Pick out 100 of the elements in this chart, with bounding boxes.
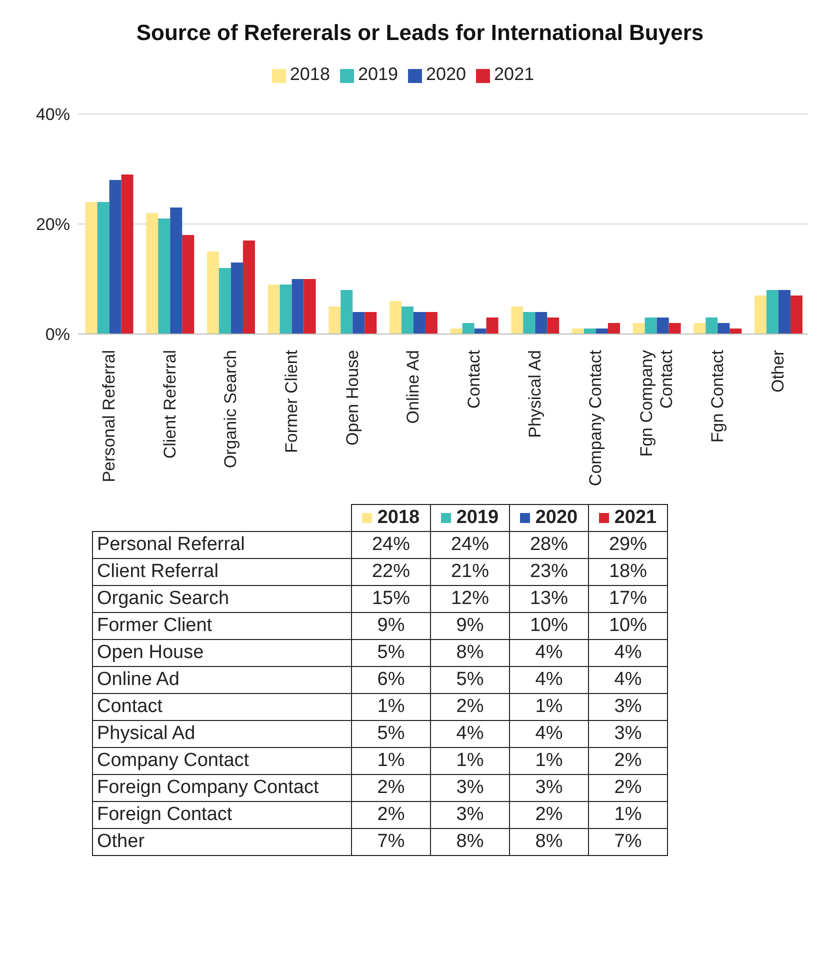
bar [146, 213, 158, 334]
data-label: 18% [588, 558, 668, 586]
bar [523, 312, 536, 334]
data-label: 1% [510, 748, 588, 774]
data-label: 6% [352, 666, 430, 694]
data-label: 10% [588, 612, 668, 640]
bar [706, 318, 718, 334]
bar [572, 328, 584, 334]
bar [632, 323, 645, 334]
bar [766, 290, 778, 334]
data-label: 8% [430, 640, 510, 666]
bar [778, 290, 790, 334]
bar [218, 268, 231, 334]
data-label: 12% [430, 586, 510, 612]
y-tick-label: Open House [92, 640, 352, 666]
y-tick-label: Other [92, 828, 352, 856]
bar [656, 318, 669, 334]
bar [182, 235, 194, 334]
bar [85, 202, 98, 334]
data-label: 4% [588, 666, 668, 694]
bar [280, 284, 292, 334]
y-tick-label: Physical Ad [92, 720, 352, 748]
data-label: 4% [510, 666, 588, 694]
data-label: 7% [588, 828, 668, 856]
bar [206, 252, 219, 334]
legend-label: 2021 [494, 64, 534, 84]
data-label: 8% [430, 828, 510, 856]
data-label: 28% [510, 532, 588, 558]
y-tick-label: Foreign Company Contact [92, 774, 352, 802]
y-tick-label: Foreign Contact [92, 802, 352, 828]
data-label: 23% [510, 558, 588, 586]
data-label: 4% [588, 640, 668, 666]
bar [389, 301, 402, 334]
data-label: 4% [510, 720, 588, 748]
bar [754, 296, 766, 334]
data-label: 3% [430, 802, 510, 828]
data-label: 15% [352, 586, 430, 612]
data-label: 3% [588, 720, 668, 748]
data-label: 29% [588, 532, 668, 558]
bar [230, 262, 243, 334]
bar [718, 323, 730, 334]
y-tick-label: Organic Search [92, 586, 352, 612]
bar [158, 218, 170, 334]
bar [304, 279, 316, 334]
x-tick-label: Online Ad [404, 350, 423, 424]
x-tick-label: 2020 [510, 504, 588, 532]
data-label: 3% [510, 774, 588, 802]
bar [364, 312, 377, 334]
x-tick-label: 2019 [430, 504, 510, 532]
y-tick-label: 40% [36, 105, 70, 124]
data-label: 7% [352, 828, 430, 856]
y-tick-label: 0% [45, 325, 70, 344]
data-label: 4% [510, 640, 588, 666]
bar [511, 306, 524, 334]
x-tick-label: Other [768, 350, 788, 393]
bar [268, 284, 280, 334]
data-label: 1% [430, 748, 510, 774]
bar [450, 328, 462, 334]
data-label: 2% [588, 774, 668, 802]
data-label: 24% [352, 532, 430, 558]
data-label: 3% [588, 694, 668, 720]
data-label: 5% [430, 666, 510, 694]
bar [668, 323, 681, 334]
bar [547, 318, 560, 334]
bar [109, 180, 122, 334]
data-label: 2% [588, 748, 668, 774]
data-label: 9% [352, 612, 430, 640]
x-tick-label: 2018 [352, 504, 430, 532]
data-label: 2% [430, 694, 510, 720]
bar [340, 290, 353, 334]
data-label: 2% [352, 802, 430, 828]
data-label: 4% [430, 720, 510, 748]
bar [413, 312, 426, 334]
bar [644, 318, 657, 334]
data-label: 1% [510, 694, 588, 720]
data-label: 17% [588, 586, 668, 612]
y-tick-label: Online Ad [92, 666, 352, 694]
data-label: 1% [588, 802, 668, 828]
legend-label: 2018 [290, 64, 330, 84]
bar [121, 174, 134, 334]
bar [790, 296, 802, 334]
bar [535, 312, 548, 334]
y-tick-label: Former Client [92, 612, 352, 640]
data-label: 1% [352, 748, 430, 774]
y-tick-label: Client Referral [92, 558, 352, 586]
data-label: 2% [510, 802, 588, 828]
data-label: 13% [510, 586, 588, 612]
bar [292, 279, 304, 334]
data-label: 24% [430, 532, 510, 558]
x-tick-label: Contact [464, 350, 484, 409]
bar [242, 240, 255, 334]
data-label: 1% [352, 694, 430, 720]
data-label: 5% [352, 720, 430, 748]
x-tick-label: Fgn Contact [708, 350, 727, 443]
bar [352, 312, 365, 334]
chart-title: Source of Refererals or Leads for International Buyers [135, 20, 705, 46]
bar [486, 318, 498, 334]
bar [474, 328, 486, 334]
bar [401, 306, 414, 334]
data-label: 10% [510, 612, 588, 640]
